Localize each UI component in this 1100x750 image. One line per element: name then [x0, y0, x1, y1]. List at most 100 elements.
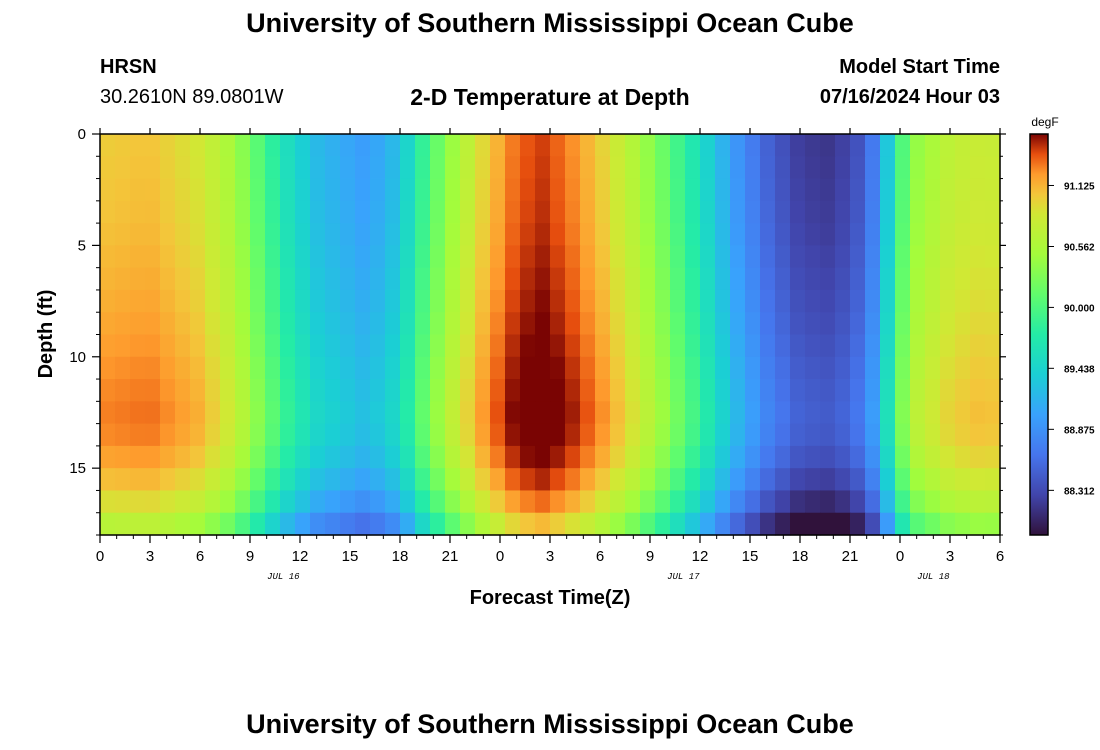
heatmap-cell	[955, 379, 971, 402]
heatmap-cell	[415, 356, 431, 380]
heatmap-cell	[880, 445, 896, 469]
heatmap-cell	[190, 490, 206, 514]
heatmap-cell	[730, 468, 746, 492]
heatmap-cell	[895, 445, 911, 469]
heatmap-cell	[250, 289, 266, 313]
heatmap-cell	[430, 423, 446, 447]
heatmap-cell	[160, 423, 176, 447]
heatmap-cell	[490, 245, 506, 269]
heatmap-cell	[850, 401, 866, 425]
heatmap-cell	[535, 267, 551, 291]
heatmap-cell	[835, 223, 851, 246]
heatmap-cell	[235, 178, 251, 202]
heatmap-cell	[415, 267, 431, 291]
heatmap-cell	[340, 490, 356, 514]
heatmap-cell	[175, 245, 191, 269]
heatmap-cell	[895, 490, 911, 514]
heatmap-cell	[535, 401, 551, 425]
heatmap-cell	[640, 379, 656, 402]
heatmap-cell	[595, 334, 611, 358]
heatmap-cell	[295, 156, 311, 180]
heatmap-cell	[340, 468, 356, 492]
heatmap-cell	[205, 312, 221, 336]
heatmap-cell	[865, 401, 881, 425]
heatmap-cell	[940, 334, 956, 358]
heatmap-cell	[595, 401, 611, 425]
heatmap-cell	[220, 334, 236, 358]
heatmap-cell	[955, 401, 971, 425]
heatmap-cell	[805, 223, 821, 246]
heatmap-cell	[985, 512, 1001, 536]
heatmap-cell	[550, 356, 566, 380]
heatmap-cell	[370, 490, 386, 514]
heatmap-cell	[835, 401, 851, 425]
heatmap-cell	[220, 356, 236, 380]
heatmap-cell	[790, 356, 806, 380]
heatmap-cell	[295, 423, 311, 447]
heatmap-cell	[865, 468, 881, 492]
heatmap-cell	[385, 134, 401, 157]
heatmap-cell	[175, 445, 191, 469]
heatmap-cell	[775, 512, 791, 536]
heatmap-cell	[295, 468, 311, 492]
heatmap-cell	[925, 445, 941, 469]
heatmap-cell	[760, 289, 776, 313]
heatmap-cell	[160, 289, 176, 313]
heatmap-cell	[835, 334, 851, 358]
heatmap-cell	[445, 178, 461, 202]
heatmap-cell	[835, 445, 851, 469]
heatmap-cell	[640, 445, 656, 469]
heatmap-cell	[205, 134, 221, 157]
heatmap-cell	[115, 468, 131, 492]
heatmap-cell	[355, 267, 371, 291]
heatmap-cell	[730, 334, 746, 358]
heatmap-cell	[640, 401, 656, 425]
heatmap-cell	[925, 245, 941, 269]
heatmap-cell	[850, 156, 866, 180]
heatmap-cell	[490, 356, 506, 380]
date-label: JUL 18	[917, 572, 950, 582]
heatmap-cell	[205, 334, 221, 358]
heatmap-cell	[805, 490, 821, 514]
heatmap-cell	[415, 156, 431, 180]
heatmap-cell	[640, 356, 656, 380]
heatmap-cell	[295, 245, 311, 269]
heatmap-cell	[895, 289, 911, 313]
heatmap-cell	[760, 200, 776, 224]
heatmap-cell	[715, 490, 731, 514]
heatmap-cell	[235, 445, 251, 469]
heatmap-cell	[745, 334, 761, 358]
heatmap-cell	[505, 445, 521, 469]
heatmap-cell	[190, 512, 206, 536]
heatmap-cell	[535, 468, 551, 492]
heatmap-cell	[505, 200, 521, 224]
heatmap-cell	[295, 223, 311, 246]
heatmap-cell	[400, 379, 416, 402]
heatmap-cell	[970, 312, 986, 336]
heatmap-cell	[700, 245, 716, 269]
heatmap-cell	[895, 200, 911, 224]
heatmap-cell	[640, 200, 656, 224]
heatmap-cell	[550, 490, 566, 514]
heatmap-cell	[565, 267, 581, 291]
heatmap-cell	[715, 401, 731, 425]
heatmap-cell	[760, 445, 776, 469]
heatmap-cell	[880, 200, 896, 224]
heatmap-cell	[400, 156, 416, 180]
heatmap-cell	[400, 245, 416, 269]
heatmap-cell	[175, 312, 191, 336]
heatmap-cell	[790, 289, 806, 313]
heatmap-cell	[595, 379, 611, 402]
heatmap-cell	[310, 245, 326, 269]
heatmap-cell	[385, 245, 401, 269]
heatmap-cell	[340, 223, 356, 246]
heatmap-cell	[295, 401, 311, 425]
heatmap-cell	[700, 468, 716, 492]
heatmap-cell	[970, 200, 986, 224]
heatmap-cell	[430, 334, 446, 358]
heatmap-cell	[580, 334, 596, 358]
heatmap-cell	[280, 134, 296, 157]
heatmap-cell	[655, 490, 671, 514]
heatmap-cell	[610, 401, 626, 425]
heatmap-cell	[985, 490, 1001, 514]
